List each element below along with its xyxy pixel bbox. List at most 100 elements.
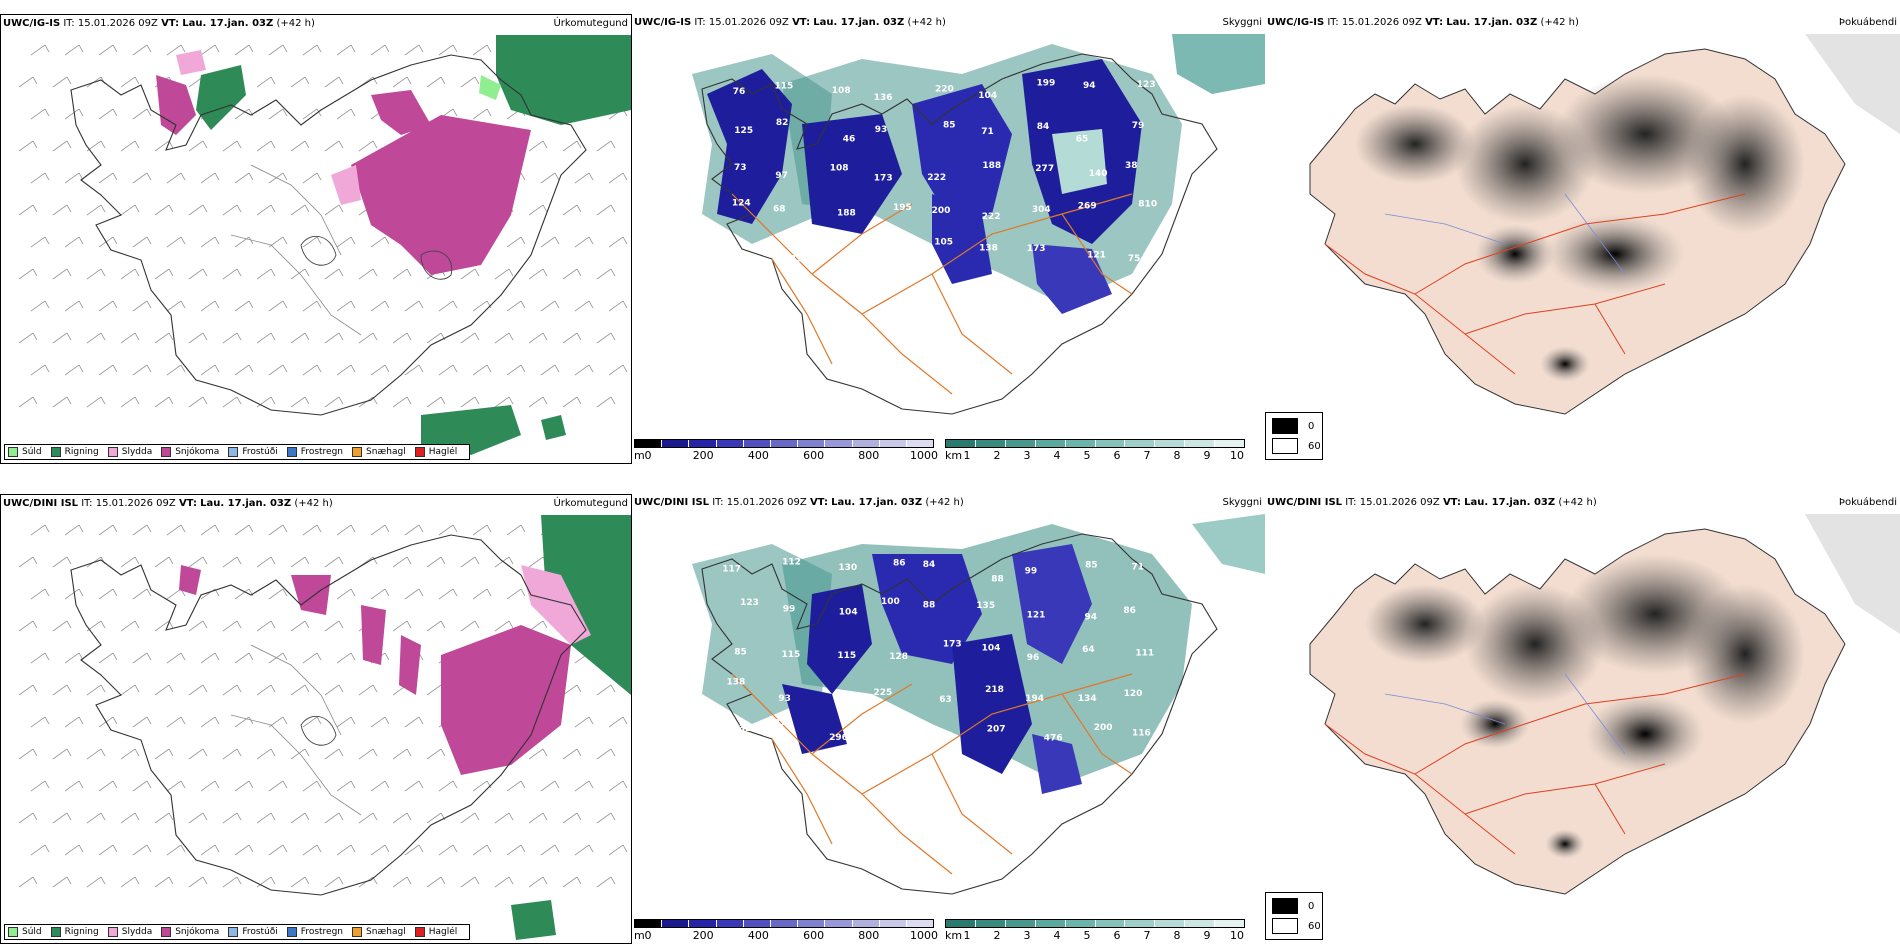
colorbar-tick-label: 200: [692, 929, 714, 942]
cloud-base-value-label: 269: [1078, 201, 1097, 211]
colorbar-tick-label: 200: [692, 449, 714, 462]
cloud-base-value-label: 199: [1037, 78, 1056, 88]
colorbar-tick-label: 3: [1023, 449, 1031, 462]
cloud-base-value-label: 104: [978, 91, 997, 101]
cloud-base-value-label: 123: [1137, 80, 1156, 90]
precip-type-panel: UWC/IG-IS IT: 15.01.2026 09Z VT: Lau. 17…: [0, 14, 632, 464]
cloud-base-value-label: 323: [739, 724, 758, 734]
colorbar-tick-label: 400: [747, 449, 769, 462]
cloud-base-value-label: 85: [734, 647, 747, 657]
panel-title: UWC/IG-IS IT: 15.01.2026 09Z VT: Lau. 17…: [634, 17, 946, 28]
precip-type-legend: Súld Rigning Slydda Snjókoma Frostúði Fr…: [4, 444, 471, 460]
cloud-base-value-label: 278: [774, 718, 793, 728]
legend-item-slydda: Slydda: [107, 927, 152, 937]
cloud-base-value-label: 200: [932, 206, 951, 216]
fog-panel: UWC/IG-IS IT: 15.01.2026 09Z VT: Lau. 17…: [1265, 14, 1900, 464]
cloud-base-value-label: 124: [732, 199, 751, 209]
panel-title: UWC/DINI ISL IT: 15.01.2026 09Z VT: Lau.…: [1267, 497, 1597, 508]
cloud-base-panel: UWC/IG-IS IT: 15.01.2026 09Z VT: Lau. 17…: [632, 14, 1265, 464]
cloud-base-value-label: 136: [791, 254, 810, 264]
cloud-base-value-label: 86: [893, 559, 906, 569]
cloud-base-value-label: 83: [722, 284, 735, 294]
panel-variable-name: Þokuábendi: [1838, 17, 1897, 28]
cloud-base-value-label: 64: [1082, 645, 1095, 655]
precip-type-panel: UWC/DINI ISL IT: 15.01.2026 09Z VT: Lau.…: [0, 494, 632, 944]
colorbar-tick-label: 1: [963, 449, 971, 462]
cloud-base-value-label: 68: [773, 204, 786, 214]
cloud-base-value-label: 222: [927, 173, 946, 183]
colorbar-tick-label: 4: [1053, 929, 1061, 942]
precip-type-map: [18, 515, 631, 940]
cloud-base-value-label: 85: [1085, 561, 1098, 571]
cloud-base-value-label: 82: [776, 118, 789, 128]
cloud-base-value-label: 94: [1085, 612, 1098, 622]
panel-variable-name: Skyggni: [1222, 17, 1262, 28]
panel-title: UWC/IG-IS IT: 15.01.2026 09Z VT: Lau. 17…: [3, 18, 315, 29]
cloud-base-value-label: 115: [782, 650, 801, 660]
colorbar-tick-label: 5: [1083, 929, 1091, 942]
fog-legend-swatch-white: [1272, 438, 1298, 454]
cloud-base-panel: UWC/DINI ISL IT: 15.01.2026 09Z VT: Lau.…: [632, 494, 1265, 944]
cloud-base-value-label: 96: [1027, 653, 1040, 663]
cloud-base-value-label: 138: [979, 243, 998, 253]
colorbar-tick-label: 5: [1083, 449, 1091, 462]
cloud-base-value-label: 200: [1094, 723, 1113, 733]
cloud-base-value-label: 232: [934, 731, 953, 741]
cloud-base-value-label: 19: [888, 249, 901, 259]
cloud-base-value-label: 79: [1132, 121, 1145, 131]
cloud-base-value-label: 296: [829, 733, 848, 743]
legend-item-snjokoma: Snjókoma: [161, 927, 219, 937]
cloud-base-value-label: 100: [881, 597, 900, 607]
cloud-base-value-label: 63: [939, 695, 952, 705]
cloud-base-value-label: 136: [874, 93, 893, 103]
legend-item-haglel: Haglél: [414, 447, 457, 457]
cloud-base-value-label: 65: [1076, 135, 1089, 145]
cloud-base-value-label: 238: [878, 722, 897, 732]
cloud-base-value-label: 88: [991, 575, 1004, 585]
colorbar-tick-label: 4: [1053, 449, 1061, 462]
colorbar-tick-label: 8: [1173, 449, 1181, 462]
colorbar-tick-label: 2: [993, 449, 1001, 462]
visibility-colorbar: km 1 2 3 4 5 6 7 8 9 10: [945, 919, 1265, 944]
cloud-base-value-label: 340: [728, 251, 747, 261]
colorbar-tick-label: 0: [644, 929, 652, 942]
legend-item-slydda: Slydda: [107, 447, 152, 457]
legend-item-frostregn: Frostregn: [286, 927, 343, 937]
cloud-base-value-label: 85: [943, 120, 956, 130]
panel-title: UWC/IG-IS IT: 15.01.2026 09Z VT: Lau. 17…: [1267, 17, 1579, 28]
cloud-base-value-label: 194: [1025, 694, 1044, 704]
cloud-base-value-label: 117: [722, 565, 741, 575]
cloud-base-value-label: 93: [875, 125, 888, 135]
colorbar-tick-label: 9: [1203, 449, 1211, 462]
cloud-base-value-label: 304: [1032, 205, 1051, 215]
legend-item-haglel: Haglél: [414, 927, 457, 937]
cloud-base-colorbar: m 0 200 400 600 800 1000: [634, 439, 939, 464]
fog-legend-swatch-black: [1272, 898, 1298, 914]
colorbar-tick-label: 2: [993, 929, 1001, 942]
fog-panel: UWC/DINI ISL IT: 15.01.2026 09Z VT: Lau.…: [1265, 494, 1900, 944]
colorbar-tick-label: 600: [803, 449, 825, 462]
fog-legend: 0 60: [1265, 892, 1323, 940]
fog-map: [1309, 514, 1900, 895]
legend-item-rigning: Rigning: [50, 927, 99, 937]
legend-item-snaehagl: Snæhagl: [352, 927, 406, 937]
precip-type-legend: Súld Rigning Slydda Snjókoma Frostúði Fr…: [4, 924, 471, 940]
colorbar-tick-label: 7: [1143, 449, 1151, 462]
legend-item-snjokoma: Snjókoma: [161, 447, 219, 457]
legend-item-frostudi: Frostúði: [228, 447, 278, 457]
cloud-base-value-label: 84: [1037, 122, 1050, 132]
cloud-base-value-label: 47: [842, 253, 855, 263]
panel-variable-name: Úrkomutegund: [553, 498, 628, 509]
cloud-base-value-label: 71: [981, 127, 994, 137]
panel-title: UWC/DINI ISL IT: 15.01.2026 09Z VT: Lau.…: [3, 498, 333, 509]
cloud-base-value-label: 115: [837, 651, 856, 661]
colorbar-tick-label: 8: [1173, 929, 1181, 942]
colorbar-tick-label: 400: [747, 929, 769, 942]
fog-legend: 0 60: [1265, 412, 1323, 460]
cloud-base-value-label: 84: [923, 560, 936, 570]
cloud-base-value-label: 112: [782, 558, 801, 568]
cloud-base-value-label: 38: [1125, 161, 1138, 171]
cloud-base-value-label: 188: [728, 769, 747, 779]
cloud-base-value-label: 76: [733, 87, 746, 97]
colorbar-tick-label: 1000: [910, 929, 938, 942]
